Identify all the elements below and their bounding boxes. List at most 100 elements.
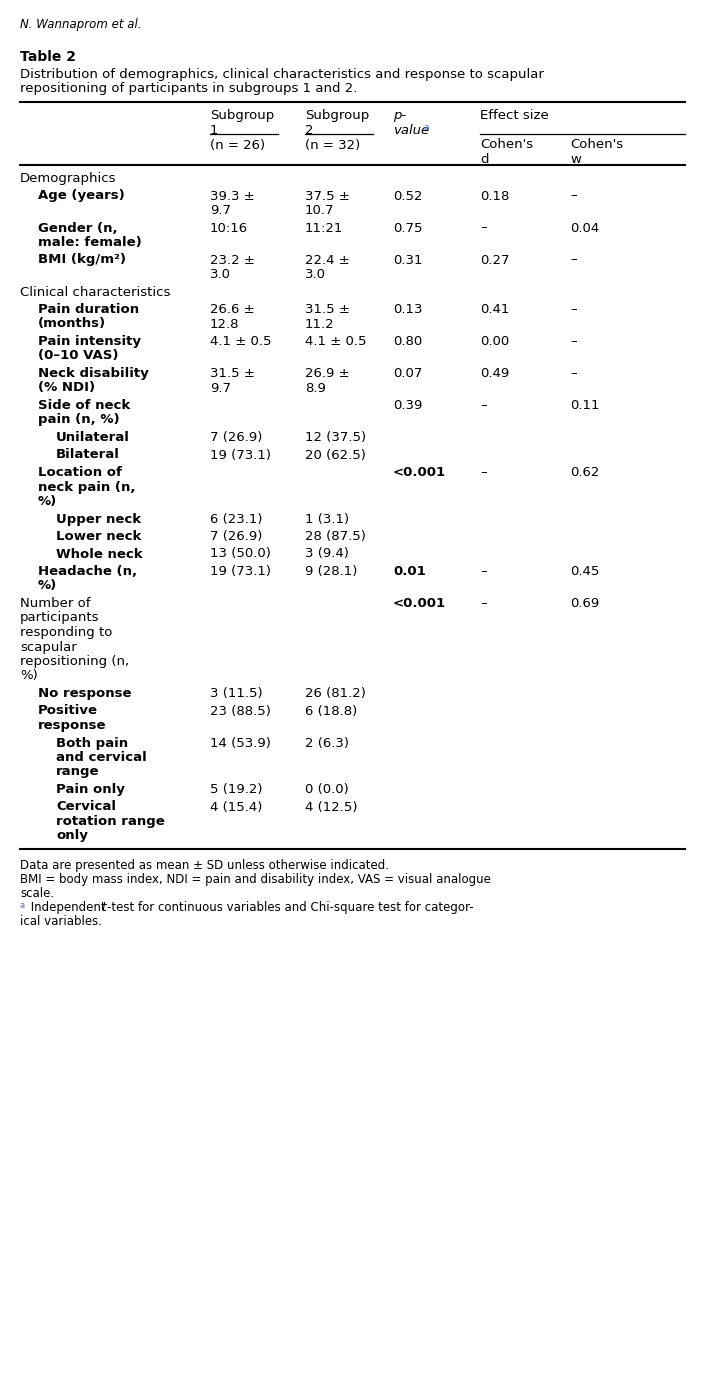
Text: d: d — [480, 153, 489, 165]
Text: –: – — [570, 190, 576, 203]
Text: 11:21: 11:21 — [305, 222, 343, 234]
Text: responding to: responding to — [20, 626, 112, 639]
Text: 3.0: 3.0 — [305, 267, 326, 281]
Text: 39.3 ±: 39.3 ± — [210, 190, 255, 203]
Text: 10:16: 10:16 — [210, 222, 248, 234]
Text: 22.4 ±: 22.4 ± — [305, 254, 350, 266]
Text: Effect size: Effect size — [480, 109, 549, 123]
Text: Gender (n,: Gender (n, — [38, 222, 118, 234]
Text: pain (n, %): pain (n, %) — [38, 413, 119, 427]
Text: Neck disability: Neck disability — [38, 367, 149, 380]
Text: 0.13: 0.13 — [393, 303, 423, 316]
Text: 12 (37.5): 12 (37.5) — [305, 431, 366, 444]
Text: 12.8: 12.8 — [210, 317, 239, 331]
Text: No response: No response — [38, 688, 131, 700]
Text: 3 (9.4): 3 (9.4) — [305, 547, 349, 561]
Text: Age (years): Age (years) — [38, 190, 125, 203]
Text: Both pain: Both pain — [56, 736, 128, 750]
Text: 31.5 ±: 31.5 ± — [210, 367, 255, 380]
Text: –: – — [480, 400, 486, 412]
Text: 0.62: 0.62 — [570, 466, 600, 480]
Text: 31.5 ±: 31.5 ± — [305, 303, 350, 316]
Text: Pain duration: Pain duration — [38, 303, 139, 316]
Text: 9.7: 9.7 — [210, 204, 231, 216]
Text: 0.07: 0.07 — [393, 367, 423, 380]
Text: –: – — [570, 367, 576, 380]
Text: repositioning (n,: repositioning (n, — [20, 655, 129, 668]
Text: –: – — [480, 597, 486, 610]
Text: %): %) — [38, 580, 58, 593]
Text: –: – — [570, 254, 576, 266]
Text: Data are presented as mean ± SD unless otherwise indicated.: Data are presented as mean ± SD unless o… — [20, 858, 389, 872]
Text: Subgroup: Subgroup — [305, 109, 369, 123]
Text: 4 (15.4): 4 (15.4) — [210, 801, 263, 813]
Text: Cervical: Cervical — [56, 801, 116, 813]
Text: 23 (88.5): 23 (88.5) — [210, 704, 271, 718]
Text: ical variables.: ical variables. — [20, 915, 102, 927]
Text: Demographics: Demographics — [20, 172, 117, 185]
Text: Table 2: Table 2 — [20, 50, 76, 63]
Text: 1: 1 — [210, 124, 218, 136]
Text: N. Wannaprom et al.: N. Wannaprom et al. — [20, 18, 142, 30]
Text: value: value — [393, 124, 429, 136]
Text: repositioning of participants in subgroups 1 and 2.: repositioning of participants in subgrou… — [20, 83, 357, 95]
Text: 0.11: 0.11 — [570, 400, 600, 412]
Text: Headache (n,: Headache (n, — [38, 565, 137, 577]
Text: 6 (23.1): 6 (23.1) — [210, 513, 263, 525]
Text: 9 (28.1): 9 (28.1) — [305, 565, 357, 577]
Text: male: female): male: female) — [38, 236, 142, 249]
Text: 6 (18.8): 6 (18.8) — [305, 704, 357, 718]
Text: a: a — [20, 901, 25, 909]
Text: 8.9: 8.9 — [305, 382, 326, 394]
Text: 7 (26.9): 7 (26.9) — [210, 431, 263, 444]
Text: 0.52: 0.52 — [393, 190, 423, 203]
Text: 0.01: 0.01 — [393, 565, 425, 577]
Text: 0.04: 0.04 — [570, 222, 600, 234]
Text: 13 (50.0): 13 (50.0) — [210, 547, 271, 561]
Text: 4 (12.5): 4 (12.5) — [305, 801, 357, 813]
Text: 26.6 ±: 26.6 ± — [210, 303, 255, 316]
Text: 19 (73.1): 19 (73.1) — [210, 448, 271, 462]
Text: 0.69: 0.69 — [570, 597, 600, 610]
Text: 0.00: 0.00 — [480, 335, 509, 349]
Text: Cohen's: Cohen's — [570, 139, 623, 152]
Text: Side of neck: Side of neck — [38, 400, 131, 412]
Text: 0.80: 0.80 — [393, 335, 422, 349]
Text: 14 (53.9): 14 (53.9) — [210, 736, 271, 750]
Text: Pain only: Pain only — [56, 783, 125, 796]
Text: –: – — [480, 466, 486, 480]
Text: Bilateral: Bilateral — [56, 448, 120, 462]
Text: 19 (73.1): 19 (73.1) — [210, 565, 271, 577]
Text: response: response — [38, 719, 107, 732]
Text: <0.001: <0.001 — [393, 466, 446, 480]
Text: (0–10 VAS): (0–10 VAS) — [38, 350, 119, 362]
Text: t: t — [101, 901, 105, 914]
Text: participants: participants — [20, 612, 100, 624]
Text: (n = 26): (n = 26) — [210, 139, 265, 152]
Text: 26 (81.2): 26 (81.2) — [305, 688, 366, 700]
Text: -test for continuous variables and Chi-square test for categor-: -test for continuous variables and Chi-s… — [107, 901, 474, 914]
Text: 2: 2 — [305, 124, 314, 136]
Text: 26.9 ±: 26.9 ± — [305, 367, 350, 380]
Text: (n = 32): (n = 32) — [305, 139, 360, 152]
Text: 37.5 ±: 37.5 ± — [305, 190, 350, 203]
Text: range: range — [56, 766, 100, 779]
Text: 0.41: 0.41 — [480, 303, 510, 316]
Text: 10.7: 10.7 — [305, 204, 334, 216]
Text: 0.31: 0.31 — [393, 254, 423, 266]
Text: Location of: Location of — [38, 466, 122, 480]
Text: 0.39: 0.39 — [393, 400, 423, 412]
Text: 5 (19.2): 5 (19.2) — [210, 783, 263, 796]
Text: Positive: Positive — [38, 704, 98, 718]
Text: scapular: scapular — [20, 641, 77, 653]
Text: Independent: Independent — [27, 901, 110, 914]
Text: only: only — [56, 830, 88, 842]
Text: Pain intensity: Pain intensity — [38, 335, 141, 349]
Text: 0.45: 0.45 — [570, 565, 600, 577]
Text: –: – — [570, 303, 576, 316]
Text: Subgroup: Subgroup — [210, 109, 274, 123]
Text: Cohen's: Cohen's — [480, 139, 533, 152]
Text: 23.2 ±: 23.2 ± — [210, 254, 255, 266]
Text: BMI = body mass index, NDI = pain and disability index, VAS = visual analogue: BMI = body mass index, NDI = pain and di… — [20, 874, 491, 886]
Text: 0.49: 0.49 — [480, 367, 509, 380]
